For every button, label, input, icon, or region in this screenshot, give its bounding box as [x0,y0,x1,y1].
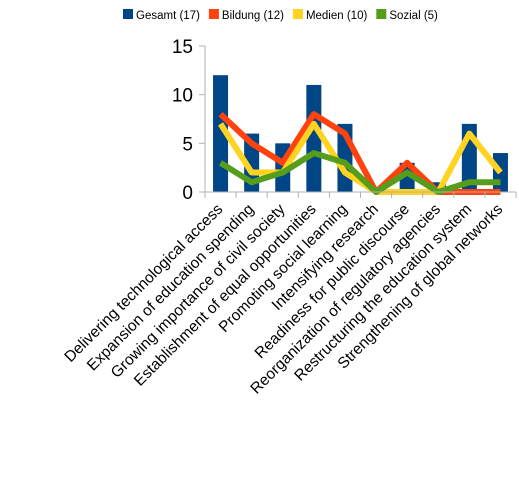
y-tick-label: 0 [182,183,193,204]
y-tick-label: 5 [182,134,193,155]
legend-swatch [376,9,387,19]
series-line [218,150,501,195]
y-tick-label: 10 [172,86,193,107]
legend: Gesamt (17) Bildung (12) Medien (10) Sozial… [123,9,438,22]
legend-swatch [208,9,219,19]
x-axis: Delivering technological accessExpansion… [61,191,517,397]
y-tick-label: 15 [172,37,193,58]
legend-label: Gesamt (17) [136,10,200,22]
legend-swatch [123,9,133,19]
legend-label: Sozial (5) [389,10,438,22]
bar [306,84,322,192]
legend-label: Medien (10) [306,10,368,22]
series-line [218,120,503,195]
y-axis: 0 5 10 15 [172,37,206,204]
legend-label: Bildung (12) [222,10,284,22]
legend-swatch [292,9,303,19]
line-series-group [218,111,503,195]
